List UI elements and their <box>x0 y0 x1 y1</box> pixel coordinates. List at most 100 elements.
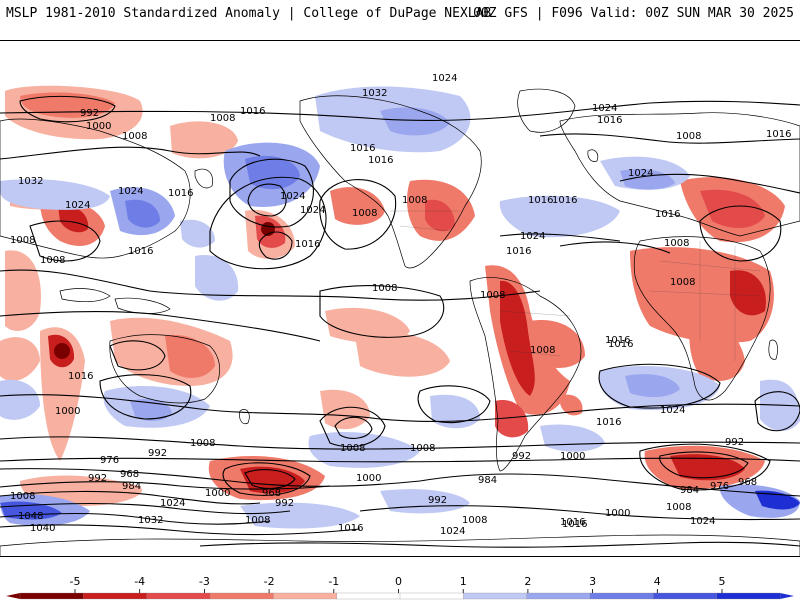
isobar-label: 1024 <box>118 186 143 197</box>
colorbar-tick-label: 2 <box>524 575 531 588</box>
isobar-line <box>247 183 287 217</box>
isobar-line <box>222 462 311 496</box>
isobar-label: 1008 <box>10 491 35 502</box>
isobar-label: 1016 <box>560 517 585 528</box>
isobar-label: 968 <box>738 477 757 488</box>
isobar-label: 1008 <box>410 443 435 454</box>
isobar-line <box>419 473 800 497</box>
isobar-label: 1016 <box>605 335 630 346</box>
isobar-label: 984 <box>122 481 141 492</box>
isobar-label: 1016 <box>295 239 320 250</box>
isobar-label: 1024 <box>628 168 653 179</box>
colorbar-segment <box>526 592 591 600</box>
isobar-line <box>0 310 321 342</box>
isobar-label: 1024 <box>160 498 185 509</box>
isobar-line <box>334 416 373 439</box>
isobar-line <box>0 490 261 505</box>
isobar-label: 1008 <box>352 208 377 219</box>
anomaly-area <box>425 199 455 232</box>
isobar-line <box>0 100 800 122</box>
anomaly-area <box>620 169 675 190</box>
isobar-label: 1016 <box>596 417 621 428</box>
isobar-line <box>0 512 271 525</box>
header-bar: MSLP 1981-2010 Standardized Anomaly | Co… <box>0 0 800 40</box>
isobar-line <box>244 469 296 489</box>
isobar-label: 1016 <box>368 155 393 166</box>
isobar-label: 984 <box>478 475 497 486</box>
anomaly-map[interactable]: 1024 992 1000 1008 1016 1032 1024 1016 1… <box>0 41 800 557</box>
isobar-label: 1032 <box>362 88 387 99</box>
isobar-line <box>319 179 397 250</box>
isobar-label: 1008 <box>676 131 701 142</box>
isobar-label: 1008 <box>530 345 555 356</box>
colorbar-segments <box>6 592 794 600</box>
isobar-label: 968 <box>262 488 281 499</box>
isobar-label: 1008 <box>10 235 35 246</box>
isobar-label: 1008 <box>210 113 235 124</box>
coastline-layer <box>0 88 800 556</box>
model-run-label: 00Z GFS | F096 Valid: 00Z SUN MAR 30 202… <box>473 6 794 21</box>
isobar-line <box>0 502 291 515</box>
isobar-line <box>319 285 445 338</box>
isobar-line <box>229 158 314 228</box>
isobar-label: 1040 <box>30 523 55 534</box>
isobar-line <box>417 385 491 424</box>
anomaly-area <box>700 189 765 228</box>
isobar-line <box>99 374 192 420</box>
island-coast <box>587 149 599 162</box>
colorbar-segment <box>399 592 464 600</box>
isobar-label: 992 <box>428 495 447 506</box>
isobar-label: 1032 <box>138 515 163 526</box>
anomaly-area <box>240 502 360 529</box>
colorbar-tick-label: 1 <box>460 575 467 588</box>
isobar-label: 1024 <box>280 191 305 202</box>
isobar-label: 1024 <box>440 526 465 537</box>
isobar-label: 1008 <box>372 283 397 294</box>
anomaly-fill-layer <box>0 85 800 529</box>
isobar-line <box>0 524 361 536</box>
isobar-label: 992 <box>275 498 294 509</box>
isobar-line <box>0 468 421 487</box>
isobar-layer <box>0 95 800 548</box>
island-coast <box>59 288 111 303</box>
isobar-line <box>319 406 386 448</box>
isobar-label: 992 <box>148 448 167 459</box>
anomaly-area <box>380 107 450 136</box>
anomaly-area <box>625 374 680 398</box>
anomaly-area <box>670 454 745 481</box>
anomaly-area <box>500 280 535 396</box>
map-panel[interactable]: 1024 992 1000 1008 1016 1032 1024 1016 1… <box>0 40 800 557</box>
isobar-label: 1008 <box>122 131 147 142</box>
isobar-label: 1008 <box>190 438 215 449</box>
anomaly-area <box>308 431 420 468</box>
anomaly-area <box>0 179 110 210</box>
isobar-label: 1000 <box>86 121 111 132</box>
colorbar-segment <box>19 592 84 600</box>
colorbar-tick-label: -1 <box>328 575 339 588</box>
isobar-label: 1000 <box>356 473 381 484</box>
colorbar-tick-label: 5 <box>719 575 726 588</box>
isobar-label: 1024 <box>300 205 325 216</box>
colorbar-tick-label: 4 <box>654 575 661 588</box>
anomaly-area <box>330 187 385 225</box>
isobar-label: 1008 <box>245 515 270 526</box>
isobar-label: 1016 <box>597 115 622 126</box>
isobar-line <box>0 269 541 301</box>
isobar-label: 1016 <box>168 188 193 199</box>
anomaly-area <box>180 219 215 248</box>
isobar-label: 1008 <box>670 277 695 288</box>
colorbar-max-arrow <box>780 593 794 599</box>
colorbar-segment <box>653 592 718 600</box>
isobar-label: 1000 <box>55 406 80 417</box>
colorbar-tick-label: -3 <box>199 575 210 588</box>
isobar-label: 1024 <box>520 231 545 242</box>
isobar-label: 1024 <box>432 73 457 84</box>
isobar-label: 1008 <box>402 195 427 206</box>
isobar-label: 1008 <box>480 290 505 301</box>
colorbar-svg: -5 -4 -3 -2 -1 0 1 2 3 4 5 <box>6 575 794 600</box>
anomaly-area <box>0 337 40 381</box>
isobar-label: 1000 <box>560 451 585 462</box>
isobar-label: 1016 <box>350 143 375 154</box>
isobar-label-layer: 1024 992 1000 1008 1016 1032 1024 1016 1… <box>10 73 791 537</box>
colorbar-segment <box>209 592 274 600</box>
